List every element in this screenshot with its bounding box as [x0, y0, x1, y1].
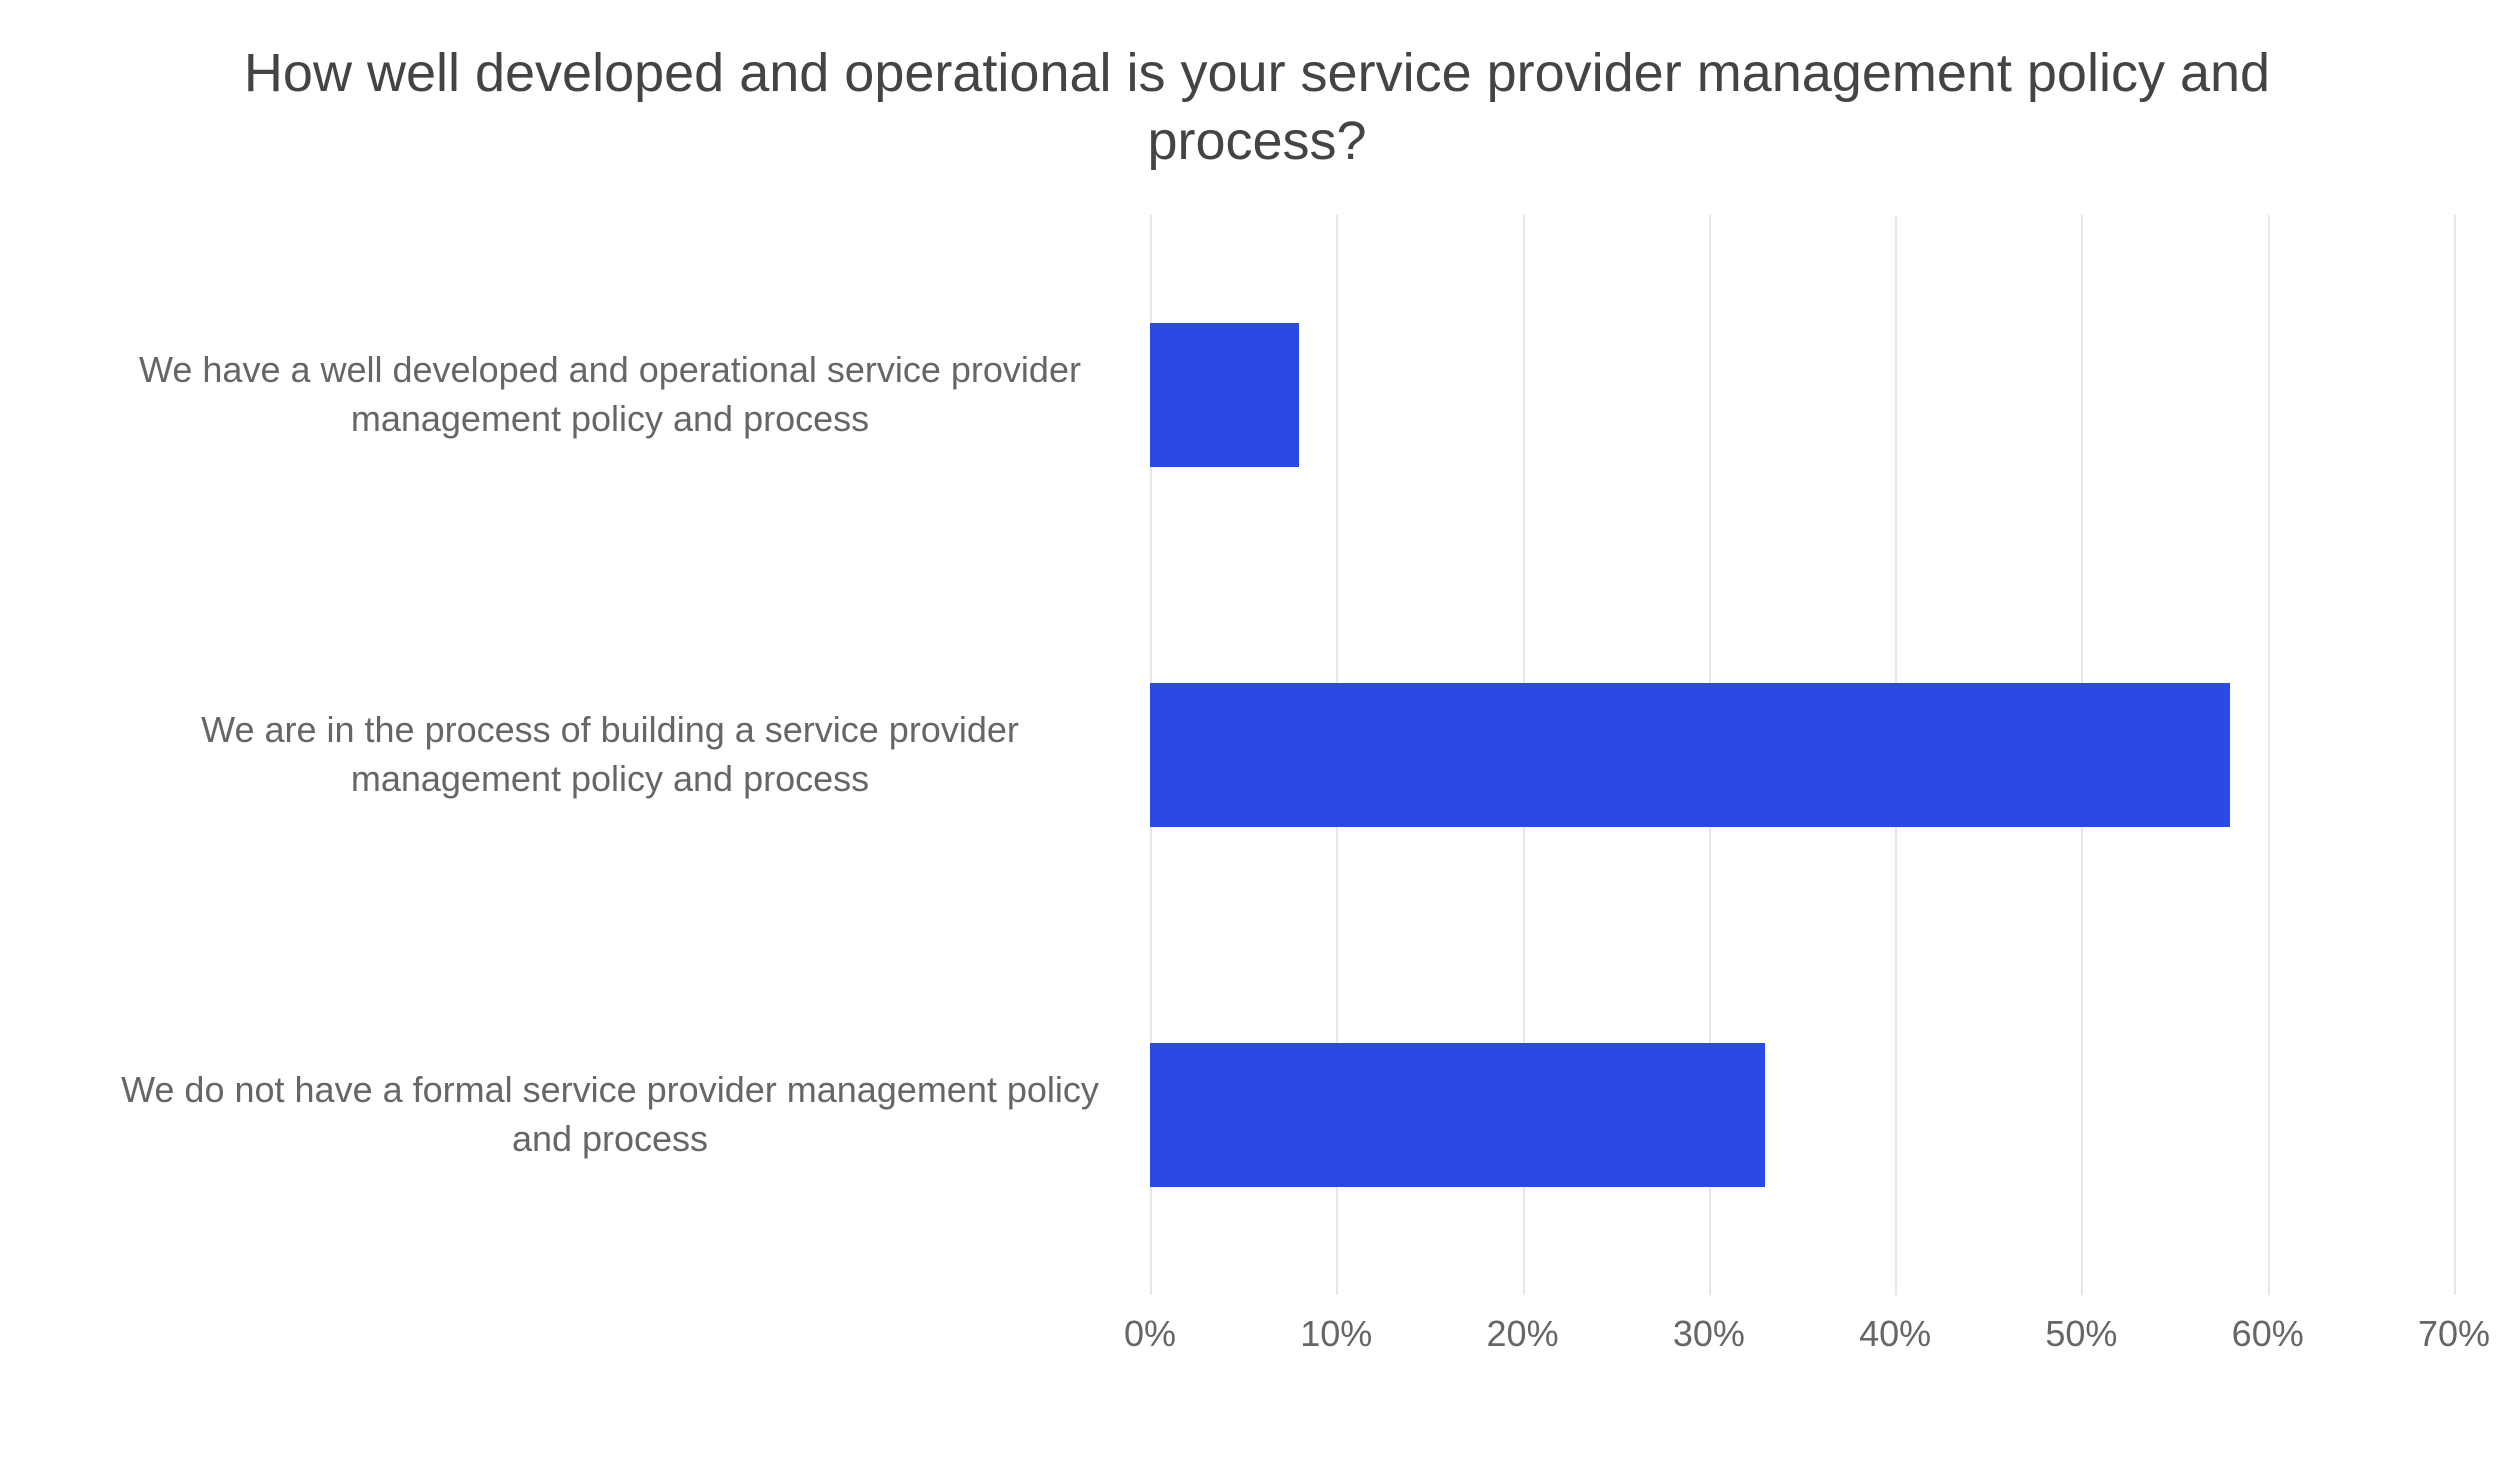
bars-layer: [1150, 215, 2454, 1295]
category-label: We do not have a formal service provider…: [100, 1066, 1120, 1163]
plot-row: We have a well developed and operational…: [60, 215, 2454, 1295]
chart-title: How well developed and operational is yo…: [207, 40, 2307, 175]
gridline: [2454, 215, 2456, 1295]
x-tick-label: 70%: [2418, 1313, 2490, 1355]
category-label: We have a well developed and operational…: [100, 346, 1120, 443]
plot-area: [1150, 215, 2454, 1295]
y-axis-labels: We have a well developed and operational…: [60, 215, 1150, 1295]
x-tick-label: 30%: [1673, 1313, 1745, 1355]
bar-track: [1150, 323, 2454, 467]
x-tick-label: 60%: [2232, 1313, 2304, 1355]
x-axis-row: 0%10%20%30%40%50%60%70%: [60, 1313, 2454, 1373]
x-tick-label: 0%: [1124, 1313, 1176, 1355]
x-tick-label: 40%: [1859, 1313, 1931, 1355]
chart-container: How well developed and operational is yo…: [0, 0, 2514, 1470]
bar-track: [1150, 683, 2454, 827]
x-tick-label: 10%: [1300, 1313, 1372, 1355]
x-axis-spacer: [60, 1313, 1150, 1373]
bar: [1150, 683, 2230, 827]
x-tick-label: 50%: [2045, 1313, 2117, 1355]
x-tick-label: 20%: [1487, 1313, 1559, 1355]
bar: [1150, 323, 1299, 467]
x-axis-ticks: 0%10%20%30%40%50%60%70%: [1150, 1313, 2454, 1373]
category-label: We are in the process of building a serv…: [100, 706, 1120, 803]
bar: [1150, 1043, 1765, 1187]
bar-track: [1150, 1043, 2454, 1187]
